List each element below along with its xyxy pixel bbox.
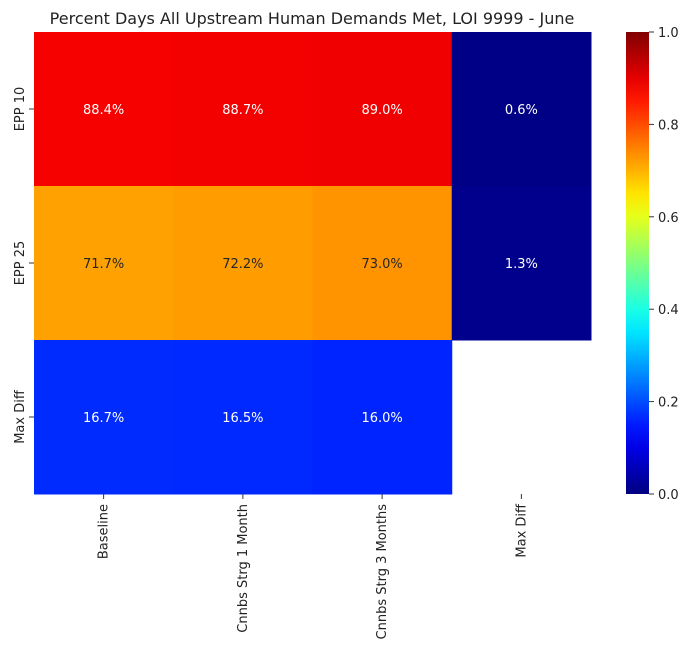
x-axis: Baseline Cnnbs Strg 1 Month Cnnbs Strg 3 M… [97, 494, 529, 640]
heatmap-cell [173, 32, 313, 187]
chart-title: Percent Days All Upstream Human Demands … [50, 9, 575, 28]
heatmap-cell [34, 186, 174, 341]
y-tick-label: EPP 25 [13, 241, 28, 286]
x-tick-label: Cnnbs Strg 1 Month [236, 504, 251, 633]
cell-annotation: 89.0% [361, 103, 402, 118]
cell-annotation: 0.6% [505, 103, 538, 118]
cell-annotation: 88.7% [222, 103, 263, 118]
y-axis: EPP 10 EPP 25 Max Diff [13, 87, 34, 444]
heatmap-cell [451, 186, 592, 341]
heatmap-cell [34, 32, 174, 187]
heatmap-cell [34, 340, 174, 495]
colorbar-tick-label: 0.2 [658, 396, 679, 411]
cell-annotation: 16.5% [222, 411, 263, 426]
cell-annotation: 1.3% [505, 257, 538, 272]
colorbar-gradient [626, 32, 649, 494]
heatmap-cell [312, 340, 453, 495]
heatmap-cell [451, 32, 592, 187]
cell-annotation: 71.7% [83, 257, 124, 272]
colorbar-tick-label: 0.6 [658, 211, 679, 226]
x-tick-label: Cnnbs Strg 3 Months [375, 504, 390, 640]
colorbar-tick-label: 1.0 [658, 26, 679, 41]
heatmap-cell [312, 32, 453, 187]
colorbar-tick-label: 0.8 [658, 118, 679, 133]
cell-annotation: 73.0% [361, 257, 402, 272]
heatmap-cell [173, 340, 313, 495]
colorbar-tick-label: 0.0 [658, 488, 679, 503]
colorbar: 0.0 0.2 0.4 0.6 0.8 1.0 [626, 26, 679, 503]
cell-annotation: 88.4% [83, 103, 124, 118]
cell-annotation: 72.2% [222, 257, 263, 272]
cell-annotation: 16.0% [361, 411, 402, 426]
colorbar-tick-label: 0.4 [658, 303, 679, 318]
y-tick-label: EPP 10 [13, 87, 28, 132]
heatmap-cell [173, 186, 313, 341]
heatmap-cells [34, 32, 592, 495]
heatmap-cell [312, 186, 453, 341]
x-tick-label: Max Diff [514, 503, 529, 558]
x-tick-label: Baseline [97, 504, 112, 559]
cell-annotations: 88.4% 88.7% 89.0% 0.6% 71.7% 72.2% 73.0% 1.3% 16… [83, 103, 538, 426]
y-tick-label: Max Diff [13, 389, 28, 444]
cell-annotation: 16.7% [83, 411, 124, 426]
